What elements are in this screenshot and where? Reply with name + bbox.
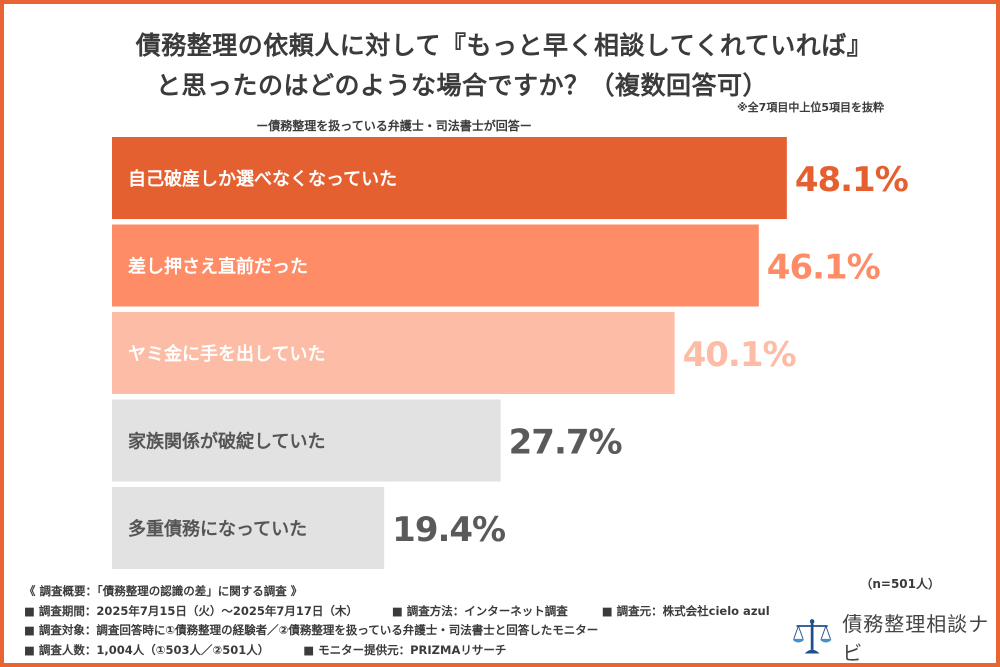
survey-heading: 《 調査概要：「債務整理の認識の差」に関する調査 》	[24, 584, 303, 598]
bar-group: 家族関係が破綻していた 27.7%	[112, 399, 623, 482]
chart-title: 債務整理の依頼人に対して『もっと早く相談してくれていれば』 と思ったのはどのよう…	[4, 26, 996, 106]
category-label: ヤミ金に手を出していた	[128, 343, 325, 365]
chart-subtitle: ー債務整理を扱っている弁護士・司法書士が回答ー	[256, 119, 532, 133]
survey-provider: ■ モニター提供元：PRIZMAリサーチ	[303, 642, 507, 657]
category-label: 家族関係が破綻していた	[128, 431, 325, 453]
sample-size: （n=501人）	[860, 577, 940, 591]
bar	[112, 224, 759, 307]
survey-period: ■ 調査期間：2025年7月15日（火）～2025年7月17日（木）	[24, 603, 358, 618]
bar-group: 多重債務になっていた 19.4%	[112, 487, 506, 569]
category-label: 自己破産しか選べなくなっていた	[128, 168, 397, 190]
bar-group: 自己破産しか選べなくなっていた 48.1%	[112, 137, 909, 219]
bar-group: ヤミ金に手を出していた 40.1%	[112, 312, 797, 394]
value-label: 40.1%	[683, 335, 796, 375]
bar	[112, 399, 501, 482]
scales-of-justice-icon	[792, 619, 832, 654]
survey-summary: 《 調査概要：「債務整理の認識の差」に関する調査 》 ■ 調査期間：2025年7…	[24, 582, 804, 660]
bar-chart: 自己破産しか選べなくなっていた 48.1% 差し押さえ直前だった 46.1% ヤミ金に手…	[112, 137, 909, 569]
survey-target: ■ 調査対象：調査回答時に①債務整理の経験者／②債務整理を扱っている弁護士・司法…	[24, 623, 599, 637]
value-label: 27.7%	[509, 423, 622, 463]
survey-row-3: ■ 調査人数：1,004人（①503人／②501人） ■ モニター提供元：PRIZ…	[24, 641, 804, 661]
bar	[112, 487, 385, 569]
survey-source: ■ 調査元：株式会社cielo azul	[601, 603, 770, 618]
infographic-frame: 債務整理の依頼人に対して『もっと早く相談してくれていれば』 と思ったのはどのよう…	[4, 4, 996, 663]
title-line-2: と思ったのはどのような場合ですか？（複数回答可）	[156, 71, 769, 100]
bar	[112, 312, 675, 394]
brand-name: 債務整理相談ナビ	[842, 612, 990, 663]
value-label: 48.1%	[795, 160, 908, 200]
value-label: 19.4%	[392, 510, 505, 550]
survey-count: ■ 調査人数：1,004人（①503人／②501人）	[24, 642, 270, 657]
survey-row-1: ■ 調査期間：2025年7月15日（火）～2025年7月17日（木） ■ 調査方法…	[24, 602, 804, 622]
excerpt-note: ※全7項目中上位5項目を抜粋	[736, 101, 884, 114]
title-line-1: 債務整理の依頼人に対して『もっと早く相談してくれていれば』	[135, 31, 873, 60]
category-label: 差し押さえ直前だった	[128, 256, 308, 278]
bar	[112, 137, 787, 219]
brand-logo: 債務整理相談ナビ	[792, 608, 996, 663]
survey-method: ■ 調査方法：インターネット調査	[391, 603, 568, 618]
value-label: 46.1%	[767, 248, 880, 288]
category-label: 多重債務になっていた	[128, 518, 307, 540]
bar-group: 差し押さえ直前だった 46.1%	[112, 224, 881, 307]
